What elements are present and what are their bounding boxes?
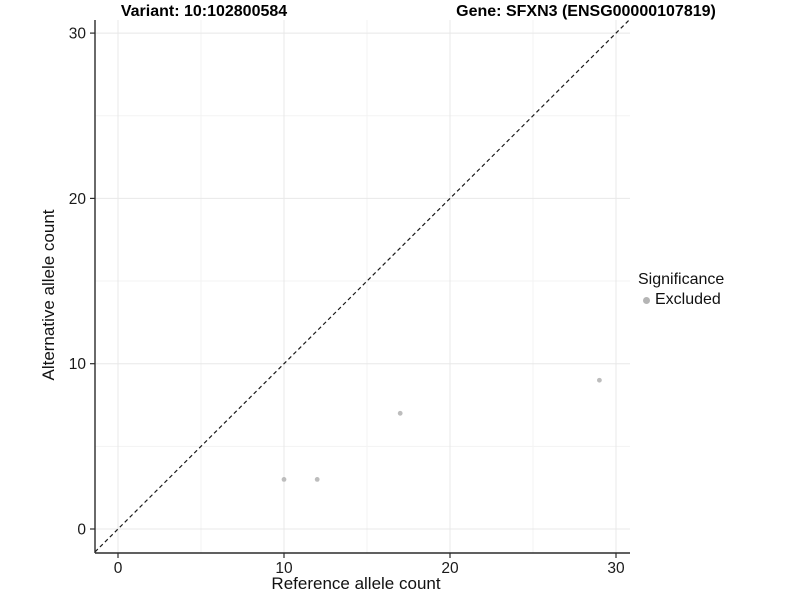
plot-title-variant: Variant: 10:102800584 [120, 3, 288, 20]
legend-title: Significance [638, 271, 725, 288]
plot-title-gene: Gene: SFXN3 (ENSG00000107819) [456, 3, 716, 20]
legend-entry-excluded: Excluded [638, 291, 724, 309]
legend: Significance Excluded [638, 271, 724, 309]
x-axis-title: Reference allele count [271, 574, 441, 593]
data-point [314, 477, 320, 482]
y-axis-title: Alternative allele count [39, 209, 58, 381]
x-tick-label: 0 [114, 560, 123, 577]
identity-line [94, 19, 630, 553]
x-tick-label: 10 [275, 560, 293, 577]
legend-entry-label: Excluded [655, 291, 721, 308]
data-point [281, 477, 287, 482]
x-tick-label: 20 [441, 560, 459, 577]
y-tick-label: 20 [69, 191, 87, 208]
legend-point-icon [643, 296, 650, 304]
x-tick-label: 30 [607, 560, 625, 577]
y-tick-label: 30 [69, 26, 87, 43]
data-point [397, 410, 403, 416]
y-tick-label: 0 [77, 522, 86, 539]
y-tick-label: 10 [69, 356, 87, 373]
data-point [597, 377, 602, 383]
